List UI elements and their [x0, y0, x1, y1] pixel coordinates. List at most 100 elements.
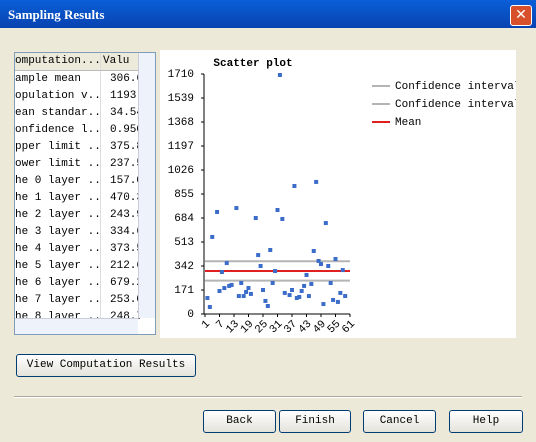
cell: ower limit ... [15, 156, 101, 173]
back-button[interactable]: Back [203, 410, 276, 433]
point [326, 264, 331, 268]
y-tick-label: 342 [174, 261, 194, 273]
point [205, 296, 210, 300]
chart: Scatter plot 0 171 342 513 684 855 1026 1197 136… [160, 50, 516, 338]
cell: 1193. [110, 90, 144, 102]
point [222, 286, 227, 291]
view-results-button[interactable]: View Computation Results [16, 354, 196, 377]
point [304, 272, 309, 277]
point [290, 288, 294, 292]
help-button[interactable]: Help [449, 410, 523, 433]
point [328, 280, 333, 285]
table-row: he 5 layer ... 212.6 [15, 258, 143, 275]
point [234, 206, 239, 211]
point [227, 283, 232, 288]
chart-background [160, 50, 516, 338]
table-row: opulation v... 1193. [15, 88, 143, 105]
close-button[interactable]: ✕ [510, 5, 532, 26]
point [263, 298, 268, 303]
point [314, 179, 319, 184]
point [311, 248, 316, 253]
table-row: ower limit ... 237.5 [15, 156, 143, 173]
window-title: Sampling Results [8, 7, 105, 22]
point [323, 221, 328, 226]
point [236, 294, 241, 299]
y-tick-label: 1368 [168, 117, 194, 129]
cell: ample mean [15, 71, 101, 88]
y-tick-label: 513 [174, 237, 194, 249]
point [335, 299, 340, 304]
point [316, 258, 321, 263]
cell: 157.0 [110, 175, 144, 187]
point [229, 282, 234, 287]
cell: he 1 layer ... [15, 190, 101, 207]
cell: onfidence l... [15, 122, 101, 139]
cell: he 6 layer ... [15, 275, 101, 292]
point [244, 289, 249, 294]
table-row: he 6 layer ... 679.2 [15, 275, 143, 292]
title-bar: Sampling Results [0, 0, 536, 28]
point [277, 72, 282, 77]
point [309, 281, 314, 286]
horizontal-scrollbar[interactable] [15, 318, 138, 334]
vertical-scrollbar[interactable] [138, 53, 155, 318]
cell: 470.3 [110, 192, 144, 204]
cell: he 0 layer ... [15, 173, 101, 190]
separator [14, 396, 522, 398]
y-tick-label: 1026 [168, 165, 194, 177]
cell: he 2 layer ... [15, 207, 101, 224]
point [333, 256, 338, 261]
y-tick-label: 684 [174, 213, 194, 225]
y-tick-label: 1539 [168, 93, 194, 105]
table-row: he 0 layer ... 157.0 [15, 173, 143, 190]
cell: opulation v... [15, 88, 101, 105]
cell: he 5 layer ... [15, 258, 101, 275]
point [343, 294, 348, 299]
point [306, 294, 311, 299]
table-row: ample mean 306.6 [15, 71, 143, 88]
point [321, 302, 326, 307]
chart-title: Scatter plot [213, 58, 292, 70]
y-tick-label: 1197 [168, 141, 194, 153]
point [258, 264, 263, 268]
point [215, 209, 220, 214]
y-tick-label: 1710 [168, 69, 194, 81]
point [217, 288, 222, 293]
table-row: he 3 layer ... 334.6 [15, 224, 143, 241]
finish-button[interactable]: Finish [279, 410, 351, 433]
point [331, 297, 336, 302]
legend-label: Confidence interval [395, 81, 516, 93]
point [268, 248, 273, 252]
point [292, 184, 297, 188]
y-tick-label: 855 [174, 189, 194, 201]
point [246, 286, 251, 291]
point [280, 216, 285, 221]
table-row: he 7 layer ... 253.0 [15, 292, 143, 309]
point [282, 290, 287, 295]
cell: 0.950 [110, 124, 144, 136]
point [299, 288, 304, 293]
table-row: he 1 layer ... 470.3 [15, 190, 143, 207]
point [340, 268, 345, 273]
point [275, 208, 280, 212]
table-row: onfidence l... 0.950 [15, 122, 143, 139]
table-row: he 4 layer ... 373.5 [15, 241, 143, 258]
point [224, 261, 229, 266]
point [248, 291, 253, 296]
cell: 253.0 [110, 294, 144, 306]
cell: he 4 layer ... [15, 241, 101, 258]
table-row: pper limit ... 375.8 [15, 139, 143, 156]
header-cell: omputation... [15, 53, 101, 70]
cancel-button[interactable]: Cancel [363, 410, 436, 433]
cell: 34.54 [110, 107, 144, 119]
point [297, 295, 302, 300]
header-cell: Valu [103, 55, 130, 67]
cell: 375.8 [110, 141, 144, 153]
legend-label: Mean [395, 117, 421, 129]
y-tick-label: 0 [187, 309, 194, 321]
point [239, 280, 244, 285]
cell: 334.6 [110, 226, 144, 238]
header-row: omputation... Valu [15, 53, 138, 71]
cell: 306.6 [110, 73, 144, 85]
